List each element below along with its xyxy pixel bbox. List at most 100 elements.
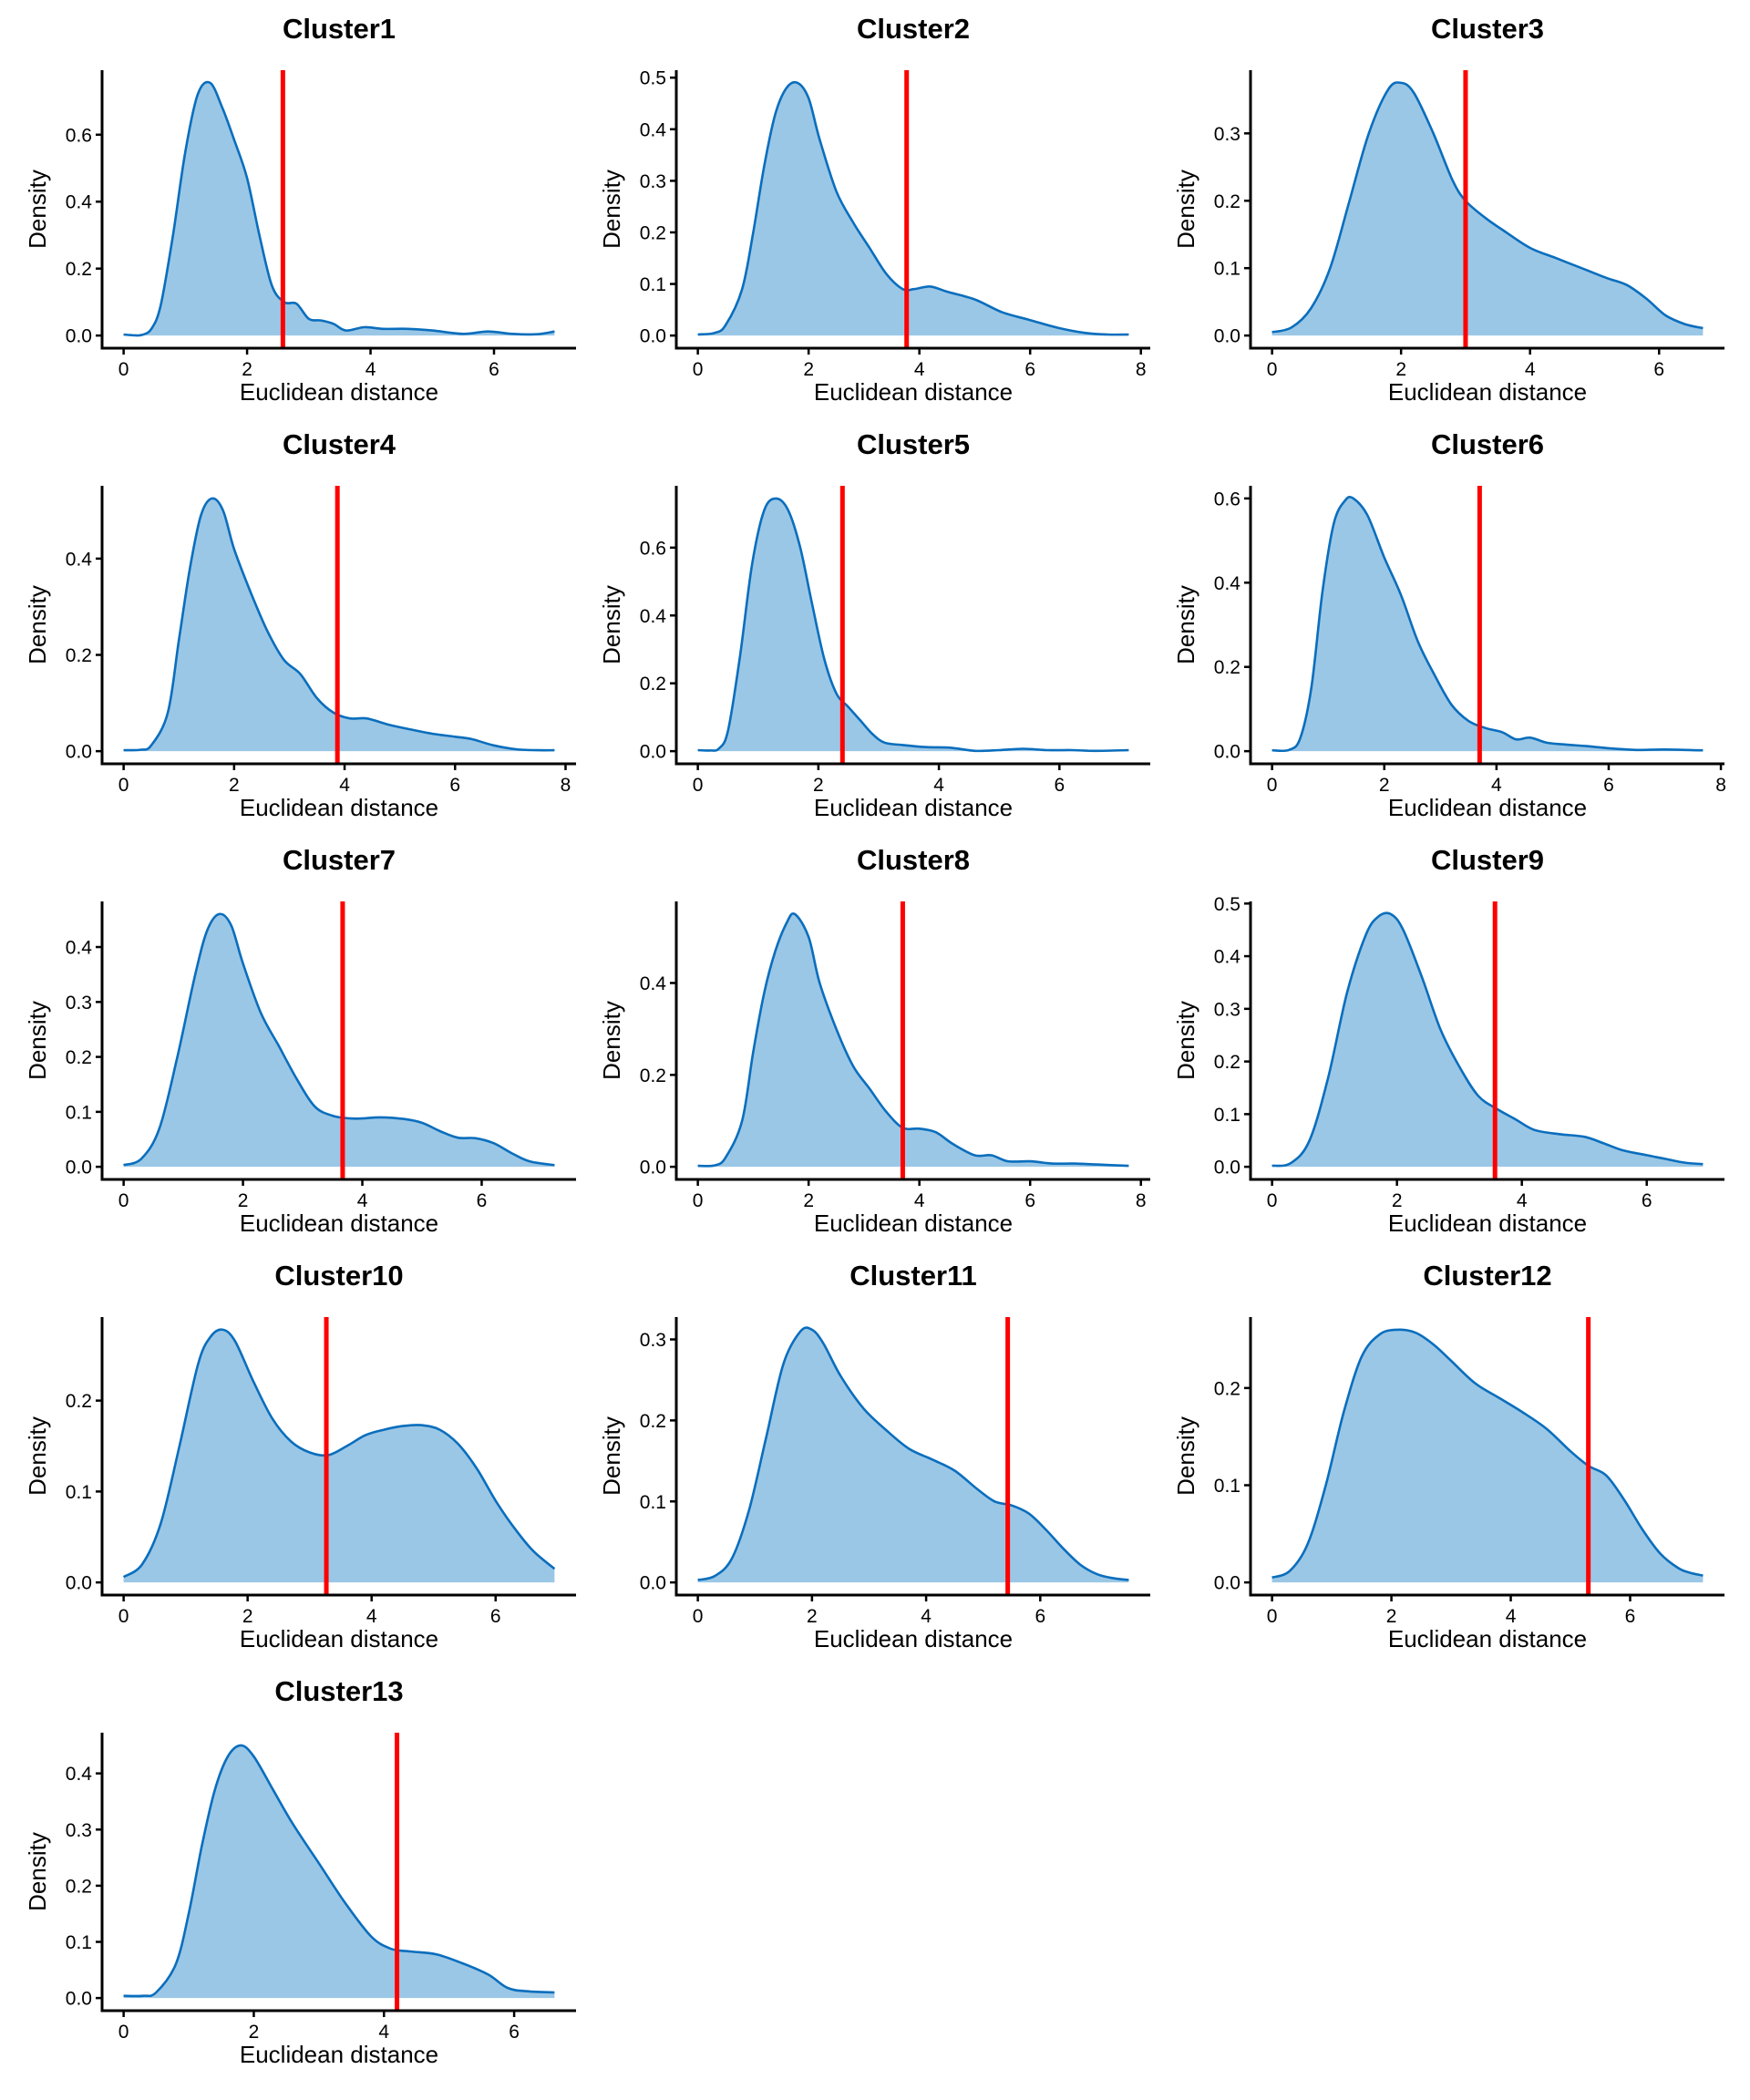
x-axis-title: Euclidean distance: [814, 794, 1013, 821]
x-tick-label: 6: [1603, 775, 1614, 796]
panel-title: Cluster12: [1423, 1260, 1551, 1292]
panel-cluster13: Cluster13 0 2 4 6 0.0 0.1 0.2 0.3 0.4 Euclidean di…: [24, 1675, 576, 2068]
density-line: [697, 1326, 1129, 1581]
panel-title: Cluster13: [274, 1675, 403, 1707]
y-tick-label: 0.6: [66, 125, 92, 146]
y-tick-label: 0.6: [640, 538, 666, 559]
y-axis-title: Density: [1172, 585, 1199, 664]
y-axis-title: Density: [24, 1832, 51, 1911]
y-tick-label: 0.3: [640, 1330, 666, 1351]
y-tick-label: 0.5: [640, 68, 666, 89]
y-axis-title: Density: [24, 585, 51, 664]
x-tick-label: 6: [477, 1190, 488, 1211]
x-tick-label: 6: [1024, 1190, 1035, 1211]
x-tick-label: 2: [249, 2022, 260, 2043]
x-tick-label: 2: [803, 359, 814, 380]
y-tick-label: 0.1: [640, 1492, 666, 1513]
x-tick-label: 4: [1506, 1606, 1517, 1627]
y-tick-label: 0.2: [66, 645, 92, 666]
y-tick-label: 0.0: [640, 1158, 666, 1179]
y-axis-title: Density: [24, 1001, 51, 1080]
density-area: [123, 1329, 555, 1583]
y-tick-label: 0.0: [1214, 1158, 1240, 1179]
panel-cluster2: Cluster2 0 2 4 6 8 0.0 0.1 0.2 0.3 0.4 0.5 Euclidean…: [598, 13, 1150, 406]
x-tick-label: 2: [242, 1606, 253, 1627]
y-tick-label: 0.2: [1214, 1052, 1240, 1073]
x-tick-label: 0: [1267, 775, 1278, 796]
y-tick-label: 0.2: [66, 1047, 92, 1068]
density-line: [697, 912, 1129, 1168]
y-tick-label: 0.1: [1214, 259, 1240, 280]
y-tick-label: 0.1: [66, 1102, 92, 1123]
y-axis-title: Density: [1172, 1001, 1199, 1080]
density-area: [697, 1327, 1129, 1583]
panel-title: Cluster10: [274, 1260, 403, 1292]
y-tick-label: 0.4: [640, 119, 667, 140]
x-tick-label: 8: [561, 775, 571, 796]
y-tick-label: 0.1: [66, 1932, 92, 1953]
panel-cluster12: Cluster12 0 2 4 6 0.0 0.1 0.2 Euclidean distance…: [1172, 1260, 1724, 1652]
y-tick-label: 0.2: [640, 222, 666, 243]
y-tick-label: 0.2: [66, 259, 92, 280]
y-tick-label: 0.2: [1214, 657, 1240, 678]
y-tick-label: 0.4: [1214, 947, 1241, 968]
y-tick-label: 0.3: [1214, 124, 1240, 145]
y-tick-label: 0.3: [66, 993, 92, 1014]
density-line: [1271, 1328, 1704, 1580]
y-axis-title: Density: [598, 170, 625, 249]
panel-title: Cluster8: [857, 844, 970, 876]
y-tick-label: 0.2: [66, 1391, 92, 1412]
density-line: [123, 912, 555, 1167]
panel-title: Cluster9: [1431, 844, 1544, 876]
y-tick-label: 0.2: [1214, 1378, 1240, 1399]
x-tick-label: 0: [1267, 359, 1278, 380]
x-tick-label: 2: [238, 1190, 249, 1211]
density-line: [123, 497, 555, 752]
density-line: [123, 1744, 555, 1998]
x-tick-label: 6: [1625, 1606, 1636, 1627]
x-tick-label: 0: [693, 775, 704, 796]
panel-cluster1: Cluster1 0 2 4 6 0.0 0.2 0.4 0.6 Euclidean distan…: [24, 13, 576, 406]
x-tick-label: 2: [1392, 1190, 1403, 1211]
x-tick-label: 4: [1491, 775, 1502, 796]
y-tick-label: 0.4: [640, 973, 667, 994]
x-axis-title: Euclidean distance: [240, 794, 438, 821]
x-axis-title: Euclidean distance: [240, 1625, 438, 1652]
x-tick-label: 8: [1715, 775, 1726, 796]
x-tick-label: 6: [1642, 1190, 1652, 1211]
panel-cluster6: Cluster6 0 2 4 6 8 0.0 0.2 0.4 0.6 Euclidean dista…: [1172, 428, 1726, 821]
x-tick-label: 6: [1035, 1606, 1045, 1627]
x-tick-label: 6: [449, 775, 460, 796]
panel-title: Cluster6: [1431, 428, 1544, 460]
panel-title: Cluster4: [283, 428, 396, 460]
y-tick-label: 0.0: [640, 1573, 666, 1594]
y-axis-title: Density: [1172, 1416, 1199, 1496]
x-tick-label: 2: [813, 775, 824, 796]
panel-cluster8: Cluster8 0 2 4 6 8 0.0 0.2 0.4 Euclidean distance…: [598, 844, 1150, 1237]
y-tick-label: 0.1: [66, 1482, 92, 1503]
panel-cluster9: Cluster9 0 2 4 6 0.0 0.1 0.2 0.3 0.4 0.5 Euclidean …: [1172, 844, 1724, 1237]
x-tick-label: 6: [1054, 775, 1065, 796]
panel-cluster11: Cluster11 0 2 4 6 0.0 0.1 0.2 0.3 Euclidean dista…: [598, 1260, 1150, 1652]
panel-title: Cluster7: [283, 844, 396, 876]
y-tick-label: 0.0: [66, 742, 92, 763]
panel-title: Cluster5: [857, 428, 970, 460]
x-tick-label: 4: [914, 1190, 925, 1211]
x-tick-label: 4: [933, 775, 944, 796]
density-area: [697, 913, 1129, 1168]
x-axis-title: Euclidean distance: [814, 378, 1013, 406]
density-area: [123, 498, 555, 752]
panel-title: Cluster1: [283, 13, 396, 45]
y-axis-title: Density: [24, 170, 51, 249]
y-tick-label: 0.3: [640, 171, 666, 192]
y-tick-label: 0.1: [1214, 1105, 1240, 1126]
y-tick-label: 0.4: [1214, 573, 1241, 594]
y-axis-title: Density: [598, 1416, 625, 1496]
x-axis-title: Euclidean distance: [240, 2041, 438, 2068]
y-tick-label: 0.0: [66, 326, 92, 347]
x-tick-label: 2: [807, 1606, 818, 1627]
x-tick-label: 4: [1517, 1190, 1528, 1211]
y-tick-label: 0.3: [1214, 999, 1240, 1020]
x-tick-label: 4: [921, 1606, 932, 1627]
x-tick-label: 4: [339, 775, 350, 796]
